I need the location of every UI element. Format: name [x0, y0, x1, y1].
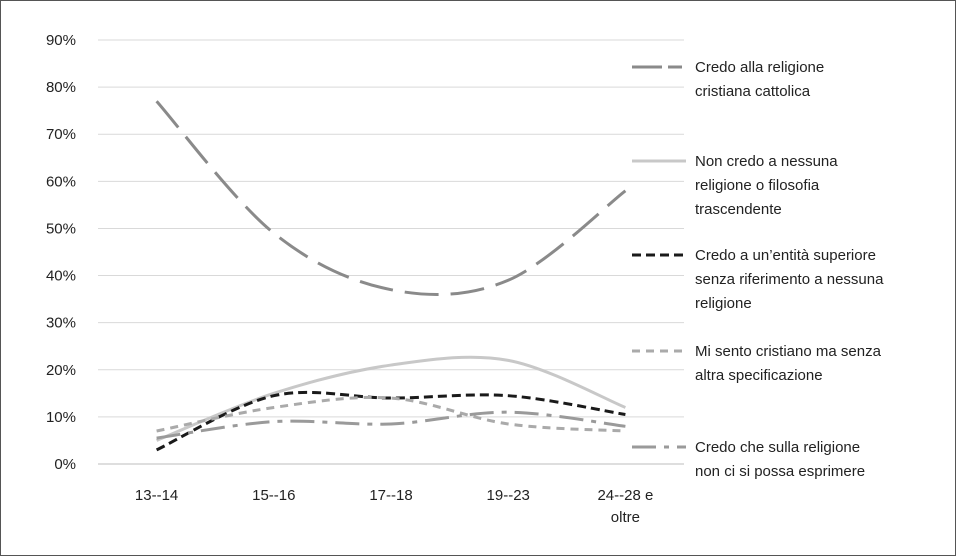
y-axis-ticks: 0% 10% 20% 30% 40% 50% 60% 70% 80% 90% [46, 32, 76, 473]
y-tick-label: 0% [54, 456, 76, 473]
legend-label: Credo a un’entità superiore senza riferim… [695, 247, 884, 312]
y-tick-label: 80% [46, 79, 76, 96]
y-tick-label: 20% [46, 362, 76, 379]
y-tick-label: 40% [46, 268, 76, 285]
x-tick-label: 17--18 [369, 487, 412, 504]
x-tick-label: 24--28 e oltre [597, 487, 653, 526]
series-lines [155, 100, 627, 452]
series-line [155, 100, 627, 296]
y-tick-label: 90% [46, 32, 76, 49]
x-tick-label: 13--14 [135, 487, 178, 504]
legend-label: Mi sento cristiano ma senza altra specifi… [695, 343, 882, 384]
series-line [155, 390, 626, 452]
y-tick-label: 30% [46, 315, 76, 332]
series-line [156, 410, 626, 440]
y-tick-label: 70% [46, 126, 76, 143]
x-tick-label: 19--23 [487, 487, 530, 504]
x-axis-ticks: 13--14 15--16 17--18 19--23 24--28 e oltre [135, 487, 653, 526]
legend: Credo alla religione cristiana cattolica N… [632, 59, 884, 480]
gridlines [98, 39, 684, 465]
legend-label: Credo alla religione cristiana cattolica [695, 59, 824, 100]
y-tick-label: 60% [46, 173, 76, 190]
series-line [156, 355, 626, 442]
x-tick-label: 15--16 [252, 487, 295, 504]
y-tick-label: 50% [46, 220, 76, 237]
y-tick-label: 10% [46, 409, 76, 426]
legend-label: Credo che sulla religione non ci si possa… [695, 439, 865, 480]
series-line [156, 395, 626, 433]
legend-label: Non credo a nessuna religione o filosofia… [695, 153, 838, 218]
